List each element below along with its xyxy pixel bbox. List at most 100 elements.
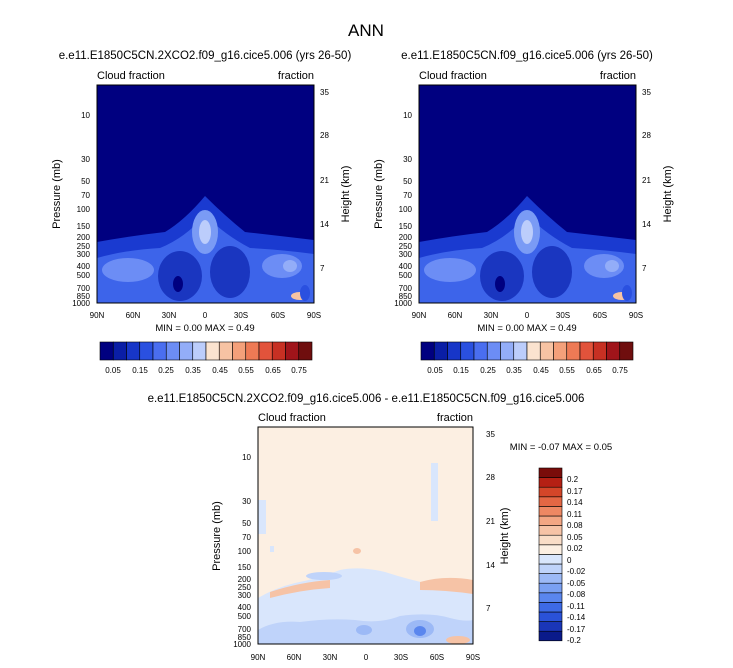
- panel-3-ylabel: Pressure (mb): [211, 501, 223, 571]
- panel-1-cbar-label: 0.35: [185, 366, 201, 375]
- panel-3-x-tick: 90N: [251, 653, 266, 662]
- panel-2-cbar-label: 0.75: [612, 366, 628, 375]
- panel-2-p-tick: 500: [399, 271, 413, 280]
- panel-1-p-tick: 700: [77, 284, 91, 293]
- colorbar-swatch: [139, 341, 154, 361]
- colorbar-swatch: [538, 602, 563, 613]
- panel-3-p-tick: 400: [238, 603, 252, 612]
- panel-3-cbar-label: 0.11: [567, 510, 583, 519]
- panel-3-h-tick: 14: [486, 561, 495, 570]
- panel-3-p-tick: 300: [238, 591, 252, 600]
- panel-2-colorbar: [420, 341, 634, 361]
- panel-3-plot-area: [257, 426, 474, 645]
- panel-1-p-tick: 50: [81, 177, 90, 186]
- panel-1-p-tick: 1000: [72, 299, 90, 308]
- panel-2-p-tick: 200: [399, 233, 413, 242]
- colorbar-swatch: [126, 341, 141, 361]
- panel-1-min-max: MIN = 0.00 MAX = 0.49: [155, 323, 254, 334]
- panel-2-p-tick: 850: [399, 292, 413, 301]
- panel-1-x-tick: 60N: [126, 311, 141, 320]
- panel-3-min-max: MIN = -0.07 MAX = 0.05: [510, 442, 612, 453]
- colorbar-swatch: [460, 341, 475, 361]
- panel-2-plot-area: [418, 84, 637, 304]
- panel-1: e.e11.E1850C5CN.2XCO2.f09_g16.cice5.006 …: [51, 50, 352, 375]
- colorbar-swatch: [538, 496, 563, 507]
- panel-2-cbar-label: 0.65: [586, 366, 602, 375]
- colorbar-swatch: [606, 341, 621, 361]
- colorbar-swatch: [513, 341, 528, 361]
- colorbar-swatch: [245, 341, 260, 361]
- colorbar-swatch: [258, 341, 273, 361]
- colorbar-swatch: [619, 341, 634, 361]
- panel-2-p-tick: 10: [403, 111, 412, 120]
- panel-3-x-tick: 60S: [430, 653, 444, 662]
- colorbar-swatch: [553, 341, 568, 361]
- panel-1-title: e.e11.E1850C5CN.2XCO2.f09_g16.cice5.006 …: [59, 50, 352, 62]
- colorbar-swatch: [538, 621, 563, 632]
- panel-1-h-tick: 28: [320, 131, 329, 140]
- colorbar-swatch: [539, 341, 554, 361]
- panel-1-p-tick: 100: [77, 205, 91, 214]
- panel-1-x-tick: 30S: [234, 311, 248, 320]
- panel-1-cbar-label: 0.45: [212, 366, 228, 375]
- panel-3-h-tick: 35: [486, 430, 495, 439]
- panel-2-h-tick: 7: [642, 264, 647, 273]
- colorbar-swatch: [165, 341, 180, 361]
- colorbar-swatch: [473, 341, 488, 361]
- panel-2-min-max: MIN = 0.00 MAX = 0.49: [477, 323, 576, 334]
- panel-3-x-tick: 0: [364, 653, 369, 662]
- panel-2-x-tick: 60N: [448, 311, 463, 320]
- main-title: ANN: [348, 21, 384, 40]
- colorbar-swatch: [298, 341, 313, 361]
- colorbar-swatch: [179, 341, 194, 361]
- panel-2-cbar-label: 0.55: [559, 366, 575, 375]
- panel-1-ylabel-right: Height (km): [340, 166, 352, 223]
- panel-3-cbar-label: 0.02: [567, 544, 583, 553]
- panel-2-ylabel-right: Height (km): [662, 166, 674, 223]
- panel-3-h-tick: 7: [486, 604, 491, 613]
- colorbar-swatch: [592, 341, 607, 361]
- colorbar-swatch: [99, 341, 114, 361]
- panel-2-p-tick: 300: [399, 250, 413, 259]
- colorbar-swatch: [538, 467, 563, 478]
- panel-2-p-tick: 150: [399, 222, 413, 231]
- panel-3-x-tick: 90S: [466, 653, 480, 662]
- colorbar-swatch: [500, 341, 515, 361]
- colorbar-swatch: [538, 611, 563, 622]
- panel-1-x-tick: 60S: [271, 311, 285, 320]
- panel-1-cbar-label: 0.65: [265, 366, 281, 375]
- panel-3-cbar-label: -0.14: [567, 613, 586, 622]
- panel-1-x-tick: 0: [203, 311, 208, 320]
- panel-2: e.e11.E1850C5CN.f09_g16.cice5.006 (yrs 2…: [373, 50, 674, 375]
- colorbar-swatch: [538, 515, 563, 526]
- colorbar-swatch: [538, 506, 563, 517]
- panel-1-p-tick: 70: [81, 191, 90, 200]
- panel-1-h-tick: 14: [320, 220, 329, 229]
- colorbar-swatch: [566, 341, 581, 361]
- panel-3-p-tick: 1000: [233, 640, 251, 649]
- panel-2-p-tick: 30: [403, 155, 412, 164]
- panel-3-x-tick: 60N: [287, 653, 302, 662]
- panel-1-left-label: Cloud fraction: [97, 70, 165, 82]
- panel-1-cbar-label: 0.15: [132, 366, 148, 375]
- panel-3-cbar-label: -0.02: [567, 567, 586, 576]
- panel-3-p-tick: 50: [242, 519, 251, 528]
- panel-3-p-tick: 150: [238, 563, 252, 572]
- panel-1-p-tick: 30: [81, 155, 90, 164]
- colorbar-swatch: [205, 341, 220, 361]
- panel-3-cbar-label: 0.05: [567, 533, 583, 542]
- colorbar-swatch: [538, 477, 563, 488]
- panel-2-cbar-label: 0.15: [453, 366, 469, 375]
- panel-3-right-label: fraction: [437, 412, 473, 424]
- panel-3-cbar-label: -0.11: [567, 602, 585, 611]
- panel-3-p-tick: 200: [238, 575, 252, 584]
- panel-3-title: e.e11.E1850C5CN.2XCO2.f09_g16.cice5.006 …: [148, 393, 585, 405]
- panel-3-p-tick: 700: [238, 625, 252, 634]
- colorbar-swatch: [538, 486, 563, 498]
- panel-3-cbar-label: -0.2: [567, 636, 581, 645]
- panel-1-p-tick: 200: [77, 233, 91, 242]
- panel-2-x-tick: 30N: [484, 311, 499, 320]
- panel-1-colorbar: [99, 341, 313, 361]
- panel-1-plot-area: [96, 84, 315, 304]
